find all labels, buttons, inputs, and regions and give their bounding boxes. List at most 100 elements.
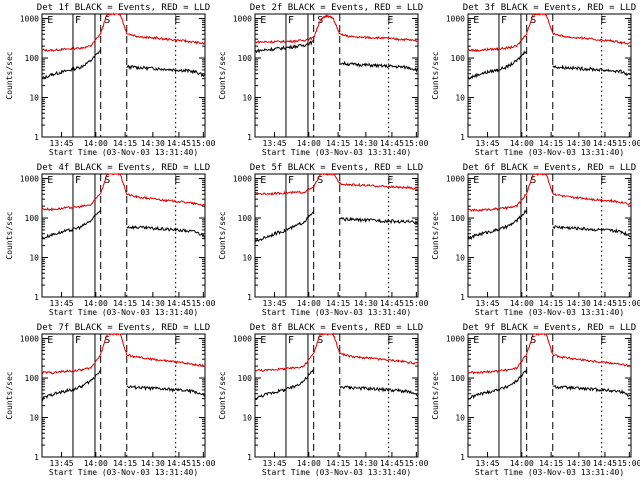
time-marker-label: E bbox=[174, 15, 180, 26]
y-tick-label: 10 bbox=[242, 254, 252, 263]
plot-frame bbox=[467, 173, 632, 298]
series-line-events bbox=[467, 369, 632, 400]
x-tick-label: 14:15 bbox=[113, 299, 137, 308]
time-marker-label: E bbox=[473, 335, 479, 346]
series-line-lld bbox=[467, 13, 632, 53]
x-tick-label: 14:00 bbox=[84, 299, 108, 308]
x-tick-label: 14:30 bbox=[354, 139, 378, 148]
time-marker-label: F bbox=[288, 175, 294, 186]
time-marker-label: F bbox=[288, 335, 294, 346]
y-tick-label: 100 bbox=[25, 214, 40, 223]
series-line-events bbox=[41, 48, 206, 80]
x-tick-label: 14:00 bbox=[84, 459, 108, 468]
x-tick-label: 13:45 bbox=[50, 139, 74, 148]
time-marker-label: F bbox=[288, 15, 294, 26]
y-tick-label: 100 bbox=[451, 374, 466, 383]
series-line-events bbox=[254, 40, 418, 73]
x-tick-label: 14:15 bbox=[326, 459, 350, 468]
time-marker-label: F bbox=[75, 175, 81, 186]
y-tick-label: 1 bbox=[247, 293, 252, 302]
time-marker-label: F bbox=[501, 335, 507, 346]
y-tick-label: 1 bbox=[34, 293, 39, 302]
x-tick-label: 15:00 bbox=[191, 459, 215, 468]
y-axis-label: Counts/sec bbox=[218, 51, 227, 99]
y-tick-label: 100 bbox=[25, 54, 40, 63]
x-tick-label: 14:45 bbox=[380, 299, 404, 308]
y-axis-label: Counts/sec bbox=[5, 51, 14, 99]
time-marker-label: E bbox=[260, 175, 266, 186]
chart-panel: Det 4f BLACK = Events, RED = LLD 1 10 100 10… bbox=[5, 163, 216, 317]
time-marker-label: E bbox=[600, 335, 606, 346]
y-tick-label: 10 bbox=[242, 414, 252, 423]
y-tick-label: 1000 bbox=[446, 175, 465, 184]
time-marker-label: F bbox=[75, 15, 81, 26]
chart-panel: Det 5f BLACK = Events, RED = LLD 1 10 100 10… bbox=[218, 163, 429, 317]
series-line-lld bbox=[41, 12, 206, 52]
plot-frame bbox=[467, 13, 632, 138]
x-axis-label: Start Time (03-Nov-03 13:31:40) bbox=[475, 308, 624, 317]
y-tick-label: 100 bbox=[238, 374, 253, 383]
plot-frame bbox=[41, 13, 206, 138]
x-tick-label: 14:15 bbox=[539, 299, 563, 308]
y-tick-label: 1 bbox=[247, 133, 252, 142]
y-axis-label: Counts/sec bbox=[431, 371, 440, 419]
x-axis-label: Start Time (03-Nov-03 13:31:40) bbox=[49, 468, 198, 477]
series-line-lld bbox=[254, 172, 419, 196]
x-tick-label: 14:15 bbox=[326, 299, 350, 308]
x-tick-label: 15:00 bbox=[191, 299, 215, 308]
x-tick-label: 15:00 bbox=[404, 139, 428, 148]
y-tick-label: 1000 bbox=[20, 15, 39, 24]
y-axis-label: Counts/sec bbox=[5, 371, 14, 419]
time-marker-label: F bbox=[501, 15, 507, 26]
x-axis-label: Start Time (03-Nov-03 13:31:40) bbox=[49, 148, 198, 157]
x-tick-label: 14:15 bbox=[539, 459, 563, 468]
time-marker-label: E bbox=[47, 15, 53, 26]
series-line-events bbox=[41, 210, 206, 240]
series-line-lld bbox=[254, 14, 419, 45]
x-tick-label: 13:45 bbox=[263, 299, 287, 308]
x-tick-label: 14:00 bbox=[297, 299, 321, 308]
chart-panel: Det 3f BLACK = Events, RED = LLD 1 10 100 10… bbox=[431, 3, 640, 157]
panel-title: Det 3f BLACK = Events, RED = LLD bbox=[463, 3, 636, 13]
panel-title: Det 6f BLACK = Events, RED = LLD bbox=[463, 163, 636, 173]
x-tick-label: 15:00 bbox=[404, 459, 428, 468]
plot-frame bbox=[254, 173, 419, 298]
x-tick-label: 14:15 bbox=[539, 139, 563, 148]
x-tick-label: 14:30 bbox=[354, 459, 378, 468]
y-tick-label: 100 bbox=[238, 214, 253, 223]
x-axis-label: Start Time (03-Nov-03 13:31:40) bbox=[262, 308, 411, 317]
time-marker-label: F bbox=[75, 335, 81, 346]
time-marker-label: E bbox=[473, 15, 479, 26]
time-marker-label: E bbox=[47, 335, 53, 346]
series-line-events bbox=[41, 369, 206, 402]
y-axis-label: Counts/sec bbox=[431, 211, 440, 259]
y-tick-label: 10 bbox=[455, 414, 465, 423]
chart-panel: Det 9f BLACK = Events, RED = LLD 1 10 100 10… bbox=[431, 323, 640, 477]
series-line-events bbox=[254, 211, 419, 243]
series-line-events bbox=[254, 369, 419, 400]
time-marker-label: E bbox=[600, 175, 606, 186]
x-tick-label: 13:45 bbox=[50, 459, 74, 468]
series-line-lld bbox=[467, 173, 632, 213]
time-marker-label: S bbox=[104, 335, 110, 346]
y-tick-label: 10 bbox=[242, 94, 252, 103]
time-marker-label: S bbox=[530, 175, 536, 186]
series-line-lld bbox=[467, 333, 632, 375]
y-tick-label: 1 bbox=[460, 293, 465, 302]
x-axis-label: Start Time (03-Nov-03 13:31:40) bbox=[475, 468, 624, 477]
x-tick-label: 14:45 bbox=[167, 299, 191, 308]
time-marker-label: E bbox=[600, 15, 606, 26]
time-marker-label: F bbox=[501, 175, 507, 186]
x-tick-label: 14:00 bbox=[297, 459, 321, 468]
y-axis-label: Counts/sec bbox=[218, 211, 227, 259]
plot-frame bbox=[41, 333, 206, 458]
series-line-events bbox=[467, 209, 632, 241]
y-tick-label: 100 bbox=[451, 214, 466, 223]
y-tick-label: 1 bbox=[460, 453, 465, 462]
time-marker-label: E bbox=[260, 335, 266, 346]
x-tick-label: 14:15 bbox=[326, 139, 350, 148]
x-tick-label: 14:00 bbox=[510, 299, 534, 308]
x-tick-label: 14:30 bbox=[567, 299, 591, 308]
panel-title: Det 2f BLACK = Events, RED = LLD bbox=[250, 3, 423, 13]
y-axis-label: Counts/sec bbox=[218, 371, 227, 419]
